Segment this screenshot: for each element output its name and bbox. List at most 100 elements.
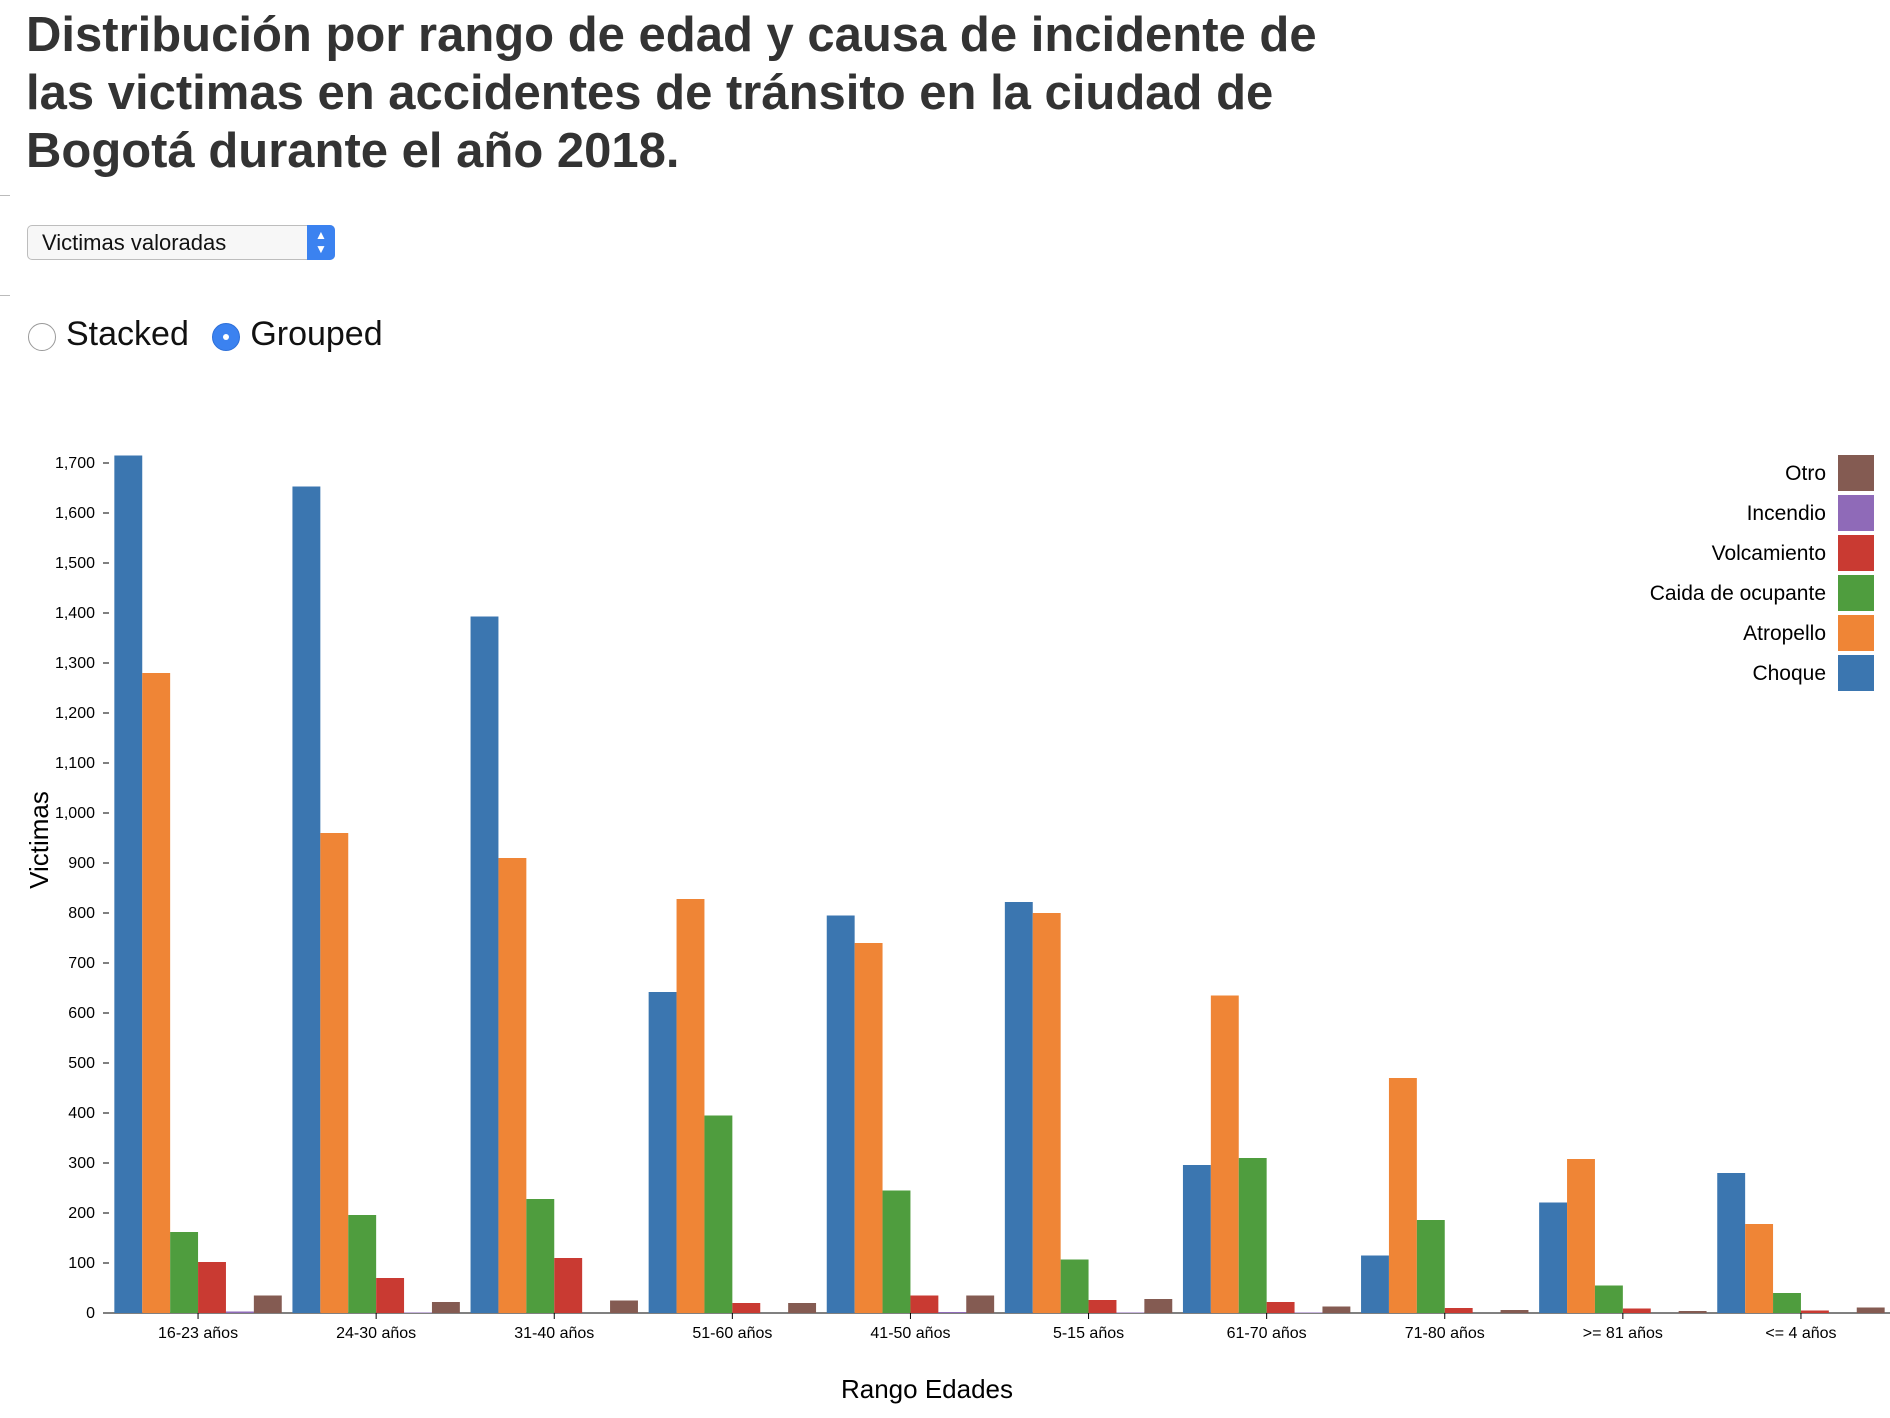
y-tick-label: 0 [86,1305,95,1322]
y-tick-label: 1,200 [55,705,95,722]
bar [1500,1310,1529,1313]
bar [1210,995,1239,1313]
legend-swatch [1838,455,1874,491]
legend-swatch [1838,575,1874,611]
y-tick-label: 900 [68,855,95,872]
y-tick-label: 300 [68,1155,95,1172]
legend-swatch [1838,495,1874,531]
radio-grouped-label[interactable]: Grouped [250,315,383,353]
bar [1567,1159,1595,1313]
bar [198,1262,226,1313]
y-tick-label: 100 [68,1255,95,1272]
bar [1773,1293,1801,1313]
bar [1594,1285,1623,1313]
bar [610,1300,638,1313]
bar [1116,1312,1145,1313]
y-tick-label: 600 [68,1005,95,1022]
bar [1060,1259,1089,1313]
x-tick-label: 71-80 años [1405,1325,1485,1342]
bar [1032,913,1061,1313]
bar [882,1190,911,1313]
bar [114,455,143,1313]
page-divider [0,195,10,196]
y-tick-label: 1,000 [55,805,95,822]
bar [348,1215,377,1313]
x-tick-label: 5-15 años [1053,1325,1124,1342]
bar [142,673,171,1313]
bar [732,1303,761,1313]
chevron-up-down-icon[interactable]: ▲ ▼ [307,225,335,260]
bar [1238,1158,1267,1313]
bar [1416,1220,1445,1313]
legend-label: Incendio [1747,502,1826,525]
bar [170,1232,199,1313]
page-divider [0,295,10,296]
radio-stacked[interactable] [28,323,56,351]
y-tick-label: 500 [68,1055,95,1072]
bar [676,899,705,1313]
y-tick-label: 1,600 [55,505,95,522]
bar [526,1199,555,1313]
metric-select[interactable]: Victimas valoradas ▲ ▼ [27,225,335,260]
x-tick-label: 61-70 años [1227,1325,1307,1342]
legend-swatch [1838,655,1874,691]
x-tick-label: 24-30 años [336,1325,416,1342]
y-axis-label: Victimas [24,791,54,889]
bars [114,455,1885,1313]
bar [966,1295,995,1313]
y-tick-label: 1,100 [55,755,95,772]
bar [1856,1307,1885,1313]
y-tick-label: 1,700 [55,455,95,472]
x-tick-label: 51-60 años [692,1325,772,1342]
page-title: Distribución por rango de edad y causa d… [26,8,1317,178]
x-tick-label: 31-40 años [514,1325,594,1342]
bar [1322,1306,1351,1313]
bar [1622,1308,1651,1313]
radio-stacked-label[interactable]: Stacked [66,315,189,353]
y-tick-label: 1,300 [55,655,95,672]
bar [225,1311,254,1313]
bar [1539,1202,1568,1313]
y-tick-label: 1,400 [55,605,95,622]
bar [1745,1224,1774,1313]
bar [648,992,677,1313]
x-axis: 16-23 años 24-30 años 31-40 años 51-60 años… [109,1312,1890,1342]
bar [938,1312,967,1313]
y-tick-label: 800 [68,905,95,922]
y-tick-label: 400 [68,1105,95,1122]
bar [1088,1300,1117,1313]
legend-label: Otro [1785,462,1826,485]
radio-grouped[interactable] [212,323,241,351]
bar [1800,1310,1829,1313]
bar [404,1312,432,1313]
legend-label: Atropello [1743,622,1826,645]
bar [292,486,321,1313]
metric-select-value: Victimas valoradas [42,230,227,255]
bar [788,1303,817,1313]
legend-label: Choque [1752,662,1826,685]
bar [431,1302,460,1313]
bar [854,943,883,1313]
bar [826,915,855,1313]
x-tick-label: >= 81 años [1583,1325,1663,1342]
bar [1388,1078,1417,1313]
bar [1294,1312,1323,1313]
bar-chart: 0 100 200 300 400 500 600 700 800 900 1,000 1,100 1,… [24,455,1890,1404]
bar [470,616,499,1313]
bar [1361,1255,1389,1313]
legend-swatch [1838,535,1874,571]
bar [910,1295,939,1313]
x-tick-label: 16-23 años [158,1325,238,1342]
legend: Otro Incendio Volcamiento Caida de ocupante… [1650,455,1874,691]
x-tick-label: <= 4 años [1765,1325,1836,1342]
bar [253,1295,282,1313]
legend-swatch [1838,615,1874,651]
bar [1444,1308,1473,1313]
bar [704,1115,733,1313]
bar [1717,1173,1746,1313]
y-tick-label: 200 [68,1205,95,1222]
bar [1678,1311,1707,1313]
y-tick-label: 700 [68,955,95,972]
bar [498,858,527,1313]
layout-radio-group: Stacked Grouped [28,315,397,360]
